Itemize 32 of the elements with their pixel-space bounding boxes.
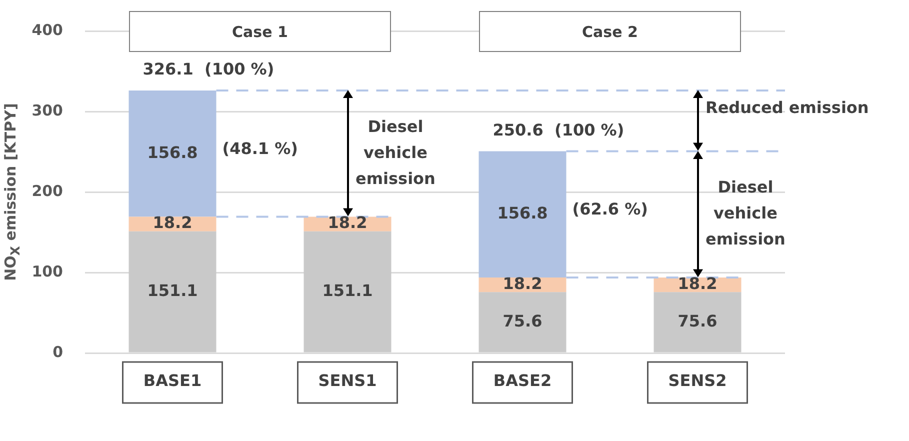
data-label: 18.2 <box>502 274 542 293</box>
bar <box>478 292 566 352</box>
x-tick-label: SENS2 <box>668 370 727 390</box>
annotation: (62.6 %) <box>572 200 648 219</box>
y-tick-label: 200 <box>32 182 63 200</box>
bar <box>128 231 216 352</box>
data-label: 151.1 <box>322 280 373 300</box>
data-label: 151.1 <box>147 280 198 300</box>
total-label: 250.6 (100 %) <box>492 120 624 140</box>
x-tick-label: BASE2 <box>493 370 552 390</box>
annotation: (48.1 %) <box>222 138 298 158</box>
total-label: 326.1 (100 %) <box>142 60 274 79</box>
bar <box>654 292 742 352</box>
annotation: Reduced emission <box>706 98 869 118</box>
data-label: 18.2 <box>678 274 718 293</box>
data-label: 156.8 <box>147 142 198 162</box>
annotation: Diesel vehicle emission <box>356 116 436 188</box>
y-tick-label: 100 <box>32 262 63 280</box>
bar <box>304 231 392 352</box>
x-tick-label: BASE1 <box>143 370 202 390</box>
data-label: 156.8 <box>497 204 548 223</box>
y-tick-label: 0 <box>52 342 63 361</box>
y-tick-label: 400 <box>32 20 63 39</box>
x-tick-label: SENS1 <box>318 370 377 390</box>
data-label: 75.6 <box>502 311 542 330</box>
y-tick-label: 300 <box>32 101 63 120</box>
annotation: Case 2 <box>582 22 638 40</box>
data-label: 18.2 <box>152 213 192 232</box>
data-label: 18.2 <box>328 213 368 232</box>
annotation: Case 1 <box>232 22 288 40</box>
annotation: Diesel vehicle emission <box>706 178 786 249</box>
data-label: 75.6 <box>678 311 718 330</box>
